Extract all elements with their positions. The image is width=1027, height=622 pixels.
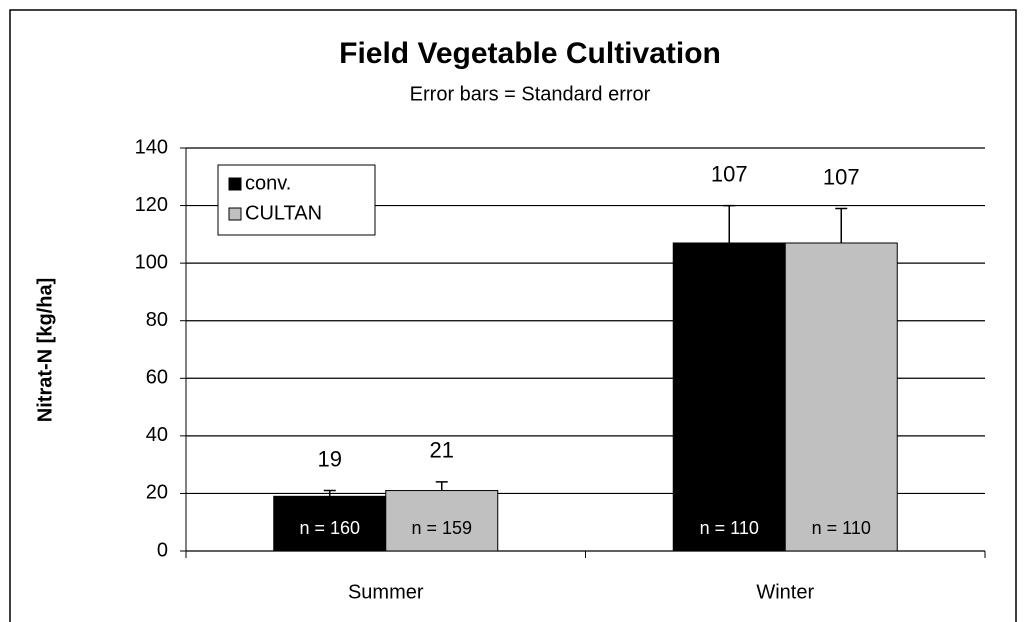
y-tick-label: 100 — [135, 251, 168, 273]
error-bar — [323, 489, 336, 497]
x-tick-label: Summer — [348, 581, 424, 603]
n-label: n = 110 — [812, 518, 871, 538]
error-bar — [435, 481, 448, 491]
error-bar — [723, 204, 736, 243]
n-label: n = 159 — [411, 518, 472, 538]
bar — [672, 242, 786, 552]
x-tick-label: Winter — [756, 581, 814, 603]
data-label: 107 — [711, 161, 748, 186]
y-tick-label: 0 — [157, 539, 168, 561]
n-label: n = 110 — [700, 518, 759, 538]
bar — [273, 495, 387, 552]
legend-swatch — [228, 177, 242, 191]
chart-frame — [9, 9, 1017, 622]
error-bar — [835, 207, 848, 243]
data-label: 107 — [823, 164, 860, 189]
y-tick-label: 120 — [135, 194, 168, 216]
data-label: 19 — [318, 446, 342, 471]
y-tick-label: 40 — [146, 424, 168, 446]
data-label: 21 — [430, 438, 454, 463]
y-tick-label: 80 — [146, 309, 168, 331]
bar — [784, 242, 898, 552]
y-axis-label: Nitrat-N [kg/ha] — [34, 278, 56, 422]
chart-subtitle: Error bars = Standard error — [410, 83, 651, 105]
legend-label: CULTAN — [245, 202, 322, 224]
n-label: n = 160 — [299, 518, 360, 538]
y-tick-label: 20 — [146, 482, 168, 504]
legend-label: conv. — [245, 172, 291, 194]
chart-title: Field Vegetable Cultivation — [339, 37, 721, 70]
y-tick-label: 140 — [135, 136, 168, 158]
y-tick-label: 60 — [146, 367, 168, 389]
legend-swatch — [228, 207, 242, 221]
legend-box — [217, 164, 376, 236]
bar — [385, 490, 499, 552]
